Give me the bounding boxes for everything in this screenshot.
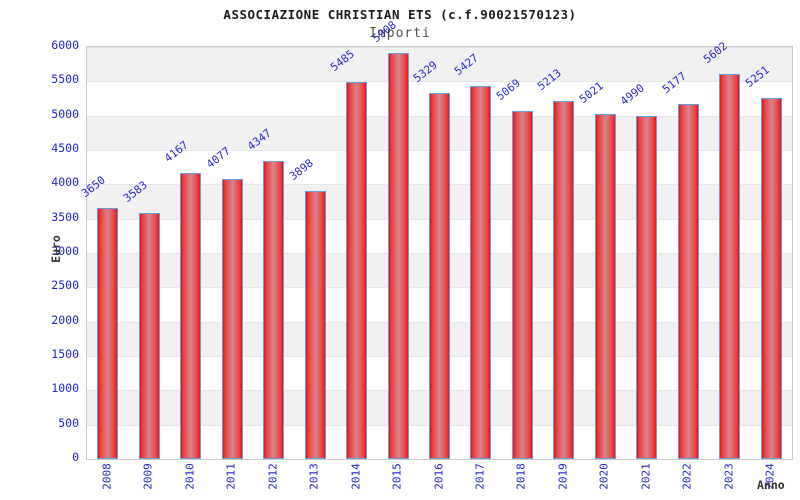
- bar-2019: [553, 101, 575, 459]
- x-tick-label: 2014: [349, 463, 363, 490]
- x-tick-label: 2013: [307, 463, 321, 490]
- bar-2012: [263, 160, 285, 459]
- bar-2011: [221, 179, 243, 459]
- y-tick-label: 500: [58, 415, 79, 430]
- plot-area: [86, 46, 793, 460]
- chart-subtitle: Importi: [369, 26, 431, 41]
- bar-value-label: 5908: [369, 18, 399, 46]
- x-tick-label: 2018: [514, 463, 528, 490]
- x-tick-label: 2015: [390, 463, 404, 490]
- x-axis-title: Anno: [757, 478, 785, 492]
- y-tick-label: 4500: [51, 141, 79, 155]
- x-tick-label: 2008: [100, 463, 114, 490]
- bar-2016: [429, 93, 450, 459]
- bar-2023: [719, 74, 741, 459]
- bar-2021: [636, 116, 658, 459]
- grid-band: [87, 47, 792, 82]
- y-tick-label: 5500: [51, 72, 79, 87]
- x-tick-label: 2019: [556, 463, 570, 490]
- y-tick-label: 5000: [51, 106, 79, 121]
- y-tick-label: 3000: [51, 244, 79, 258]
- y-tick-label: 4000: [51, 175, 79, 190]
- bar-2013: [304, 191, 326, 459]
- x-tick-label: 2016: [432, 463, 445, 490]
- x-tick-label: 2010: [183, 463, 197, 490]
- x-tick-label: 2020: [597, 463, 611, 490]
- y-tick-label: 2000: [51, 312, 79, 327]
- x-tick-label: 2009: [141, 463, 155, 490]
- x-tick-label: 2017: [473, 463, 487, 490]
- y-axis-title: Euro: [49, 235, 63, 263]
- y-tick-label: 1500: [51, 347, 79, 361]
- y-tick-label: 1000: [51, 381, 79, 396]
- bar-2014: [346, 82, 368, 459]
- bar-2020: [594, 114, 616, 459]
- bar-2022: [677, 103, 699, 459]
- y-tick-label: 0: [72, 450, 79, 464]
- y-tick-label: 6000: [51, 38, 79, 52]
- y-tick-label: 3500: [51, 209, 79, 224]
- x-tick-label: 2023: [722, 463, 736, 490]
- x-tick-label: 2021: [639, 463, 653, 490]
- bar-2024: [760, 98, 782, 459]
- bar-2008: [97, 208, 119, 459]
- chart-title: ASSOCIAZIONE CHRISTIAN ETS (c.f.90021570…: [223, 7, 577, 22]
- bar-2009: [138, 212, 160, 459]
- bar-2015: [387, 53, 409, 459]
- bar-2018: [511, 110, 533, 459]
- bar-2017: [470, 86, 492, 459]
- x-tick-label: 2011: [224, 463, 238, 490]
- x-tick-label: 2012: [266, 463, 280, 490]
- y-tick-label: 2500: [51, 278, 79, 293]
- bar-2010: [180, 172, 202, 459]
- x-tick-label: 2022: [680, 463, 694, 490]
